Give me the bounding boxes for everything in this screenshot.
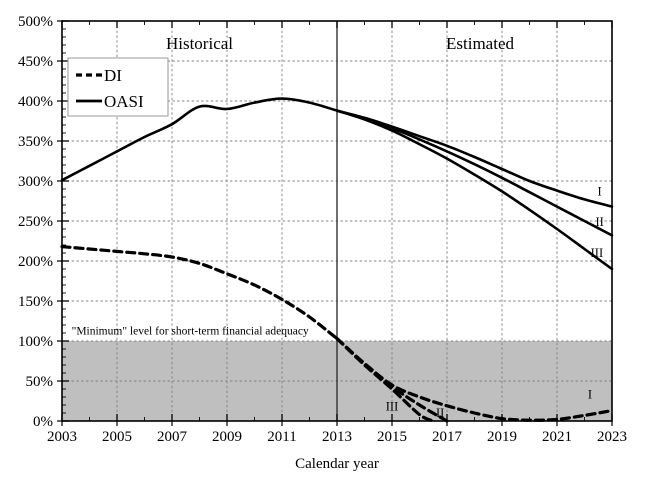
y-tick-label: 450% [18, 54, 53, 70]
series-line-di-alternative-i [335, 337, 614, 422]
x-tick-label: 2013 [322, 429, 352, 445]
x-tick-label: 2007 [157, 429, 188, 445]
x-axis-tick-labels-group: 2003 2005 2007 2009 2011 2013 2015 2017 2019 2021… [47, 429, 627, 445]
series-end-label: II [595, 215, 603, 229]
period-labels-group: Historical Estimated [166, 34, 515, 53]
series-end-label: I [598, 184, 602, 198]
x-tick-label: 2023 [597, 429, 627, 445]
series-end-label: II [436, 406, 444, 420]
legend-box [67, 57, 169, 117]
minimum-level-annotation: "Minimum" level for short-term financial… [72, 326, 309, 338]
series-line-oasi-alternative-ii [335, 109, 614, 237]
series-end-label: III [591, 246, 604, 260]
series-end-label: I [588, 388, 592, 402]
series-line-oasi-historical [60, 97, 339, 182]
y-tick-label: 350% [18, 134, 53, 150]
legend-label-oasi: OASI [104, 92, 144, 111]
y-tick-label: 50% [26, 374, 54, 390]
y-tick-label: 150% [18, 294, 53, 310]
x-tick-label: 2021 [542, 429, 572, 445]
y-tick-label: 100% [18, 334, 53, 350]
series-line-di-alternative-iii [335, 337, 435, 423]
y-tick-label: 250% [18, 214, 53, 230]
series-line-di-historical [60, 245, 339, 341]
legend-label-di: DI [104, 66, 122, 85]
series-line-oasi-alternative-iii [335, 109, 614, 271]
y-tick-label: 500% [18, 14, 53, 30]
y-tick-label: 300% [18, 174, 53, 190]
x-axis-title-group: Calendar year [295, 456, 379, 472]
band-label-group: "Minimum" level for short-term financial… [72, 326, 309, 338]
x-tick-label: 2015 [377, 429, 407, 445]
x-tick-label: 2019 [487, 429, 517, 445]
x-tick-label: 2017 [432, 429, 463, 445]
y-axis-tick-labels-group: 0% 50% 100% 150% 200% 250% 300% 350% 400% 450% 500… [18, 14, 53, 430]
series-end-label: III [386, 400, 399, 414]
y-tick-label: 200% [18, 254, 53, 270]
y-tick-label: 400% [18, 94, 53, 110]
y-tick-label: 0% [33, 414, 53, 430]
data-series-group [60, 97, 614, 423]
x-tick-label: 2011 [267, 429, 296, 445]
x-tick-label: 2005 [102, 429, 132, 445]
period-label-estimated: Estimated [446, 34, 514, 53]
period-label-historical: Historical [166, 34, 233, 53]
legend-group: DI OASI [67, 57, 169, 117]
x-tick-label: 2003 [47, 429, 77, 445]
x-tick-label: 2009 [212, 429, 242, 445]
x-axis-title: Calendar year [295, 456, 379, 472]
